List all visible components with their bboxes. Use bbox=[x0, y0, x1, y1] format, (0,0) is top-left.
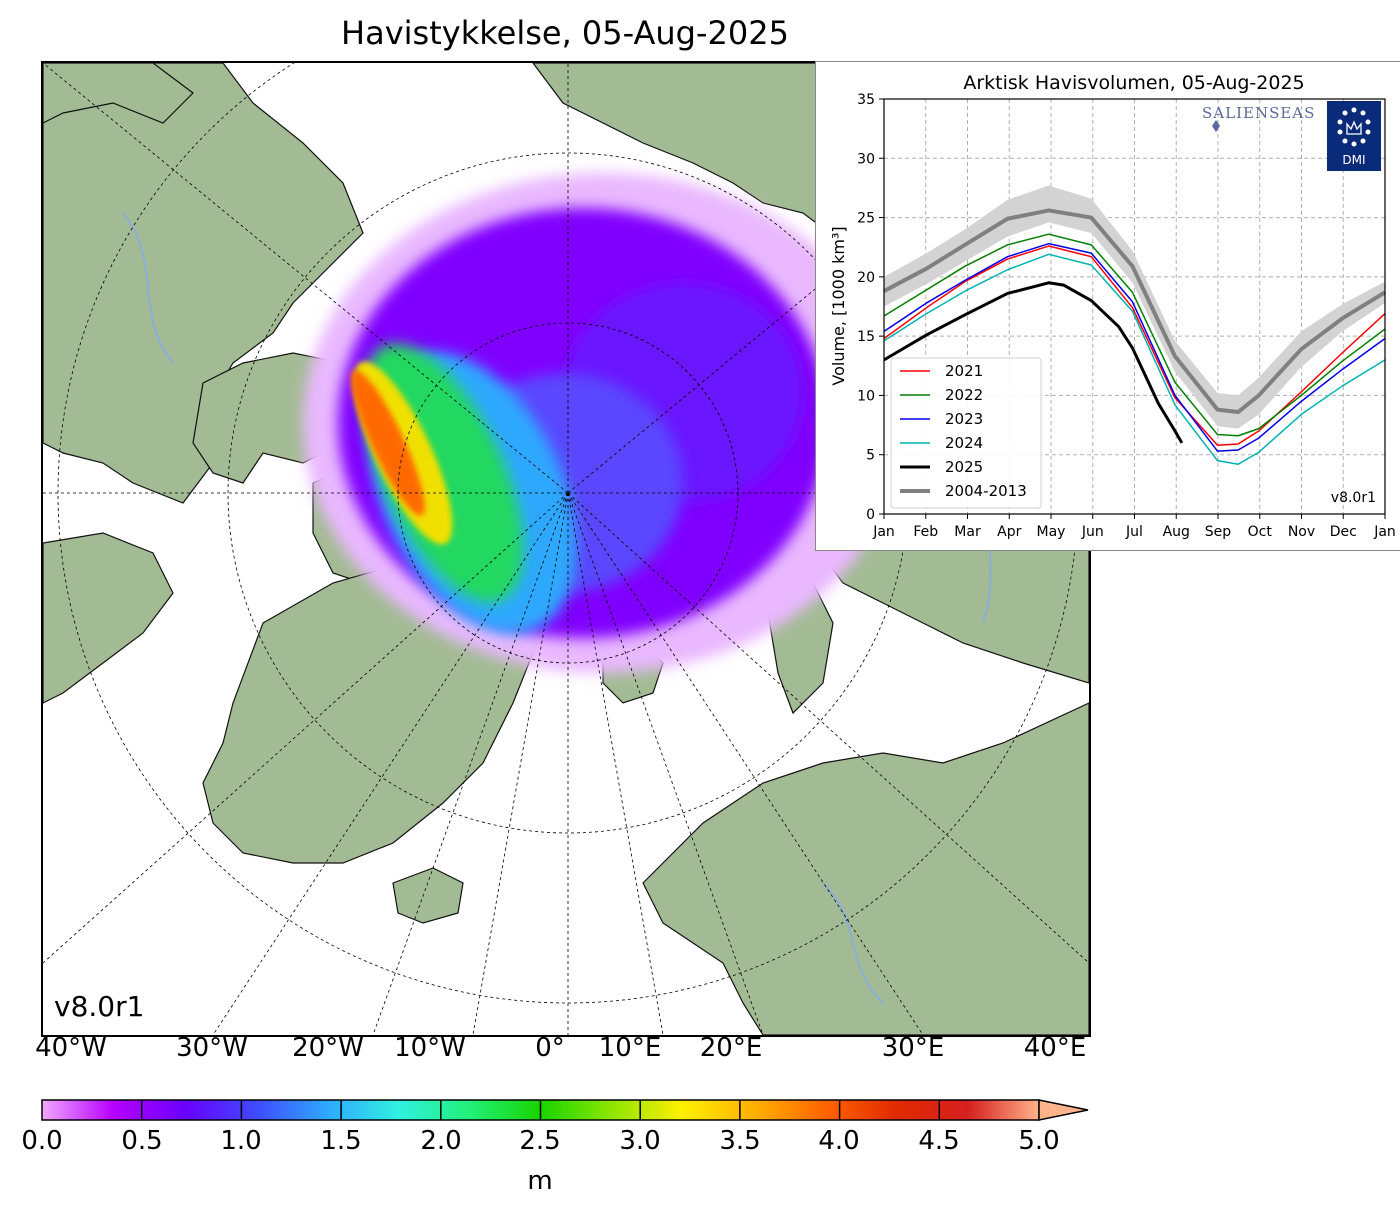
y-tick-label: 30 bbox=[857, 151, 875, 167]
legend-label-2021: 2021 bbox=[945, 362, 983, 380]
colorbar-tick-7: 3.5 bbox=[719, 1126, 761, 1156]
colorbar-unit: m bbox=[527, 1166, 553, 1196]
chart-title: Arktisk Havisvolumen, 05-Aug-2025 bbox=[963, 72, 1304, 94]
legend-label-2022: 2022 bbox=[945, 386, 983, 404]
legend-label-2004-2013: 2004-2013 bbox=[945, 482, 1027, 500]
y-tick-group: 0 5 10 15 20 25 30 35 bbox=[857, 92, 884, 523]
x-tick-label: May bbox=[1037, 524, 1066, 540]
x-tick-label: Nov bbox=[1288, 524, 1315, 540]
x-tick-group: Jan Feb Mar Apr May Jun Jul Aug Sep Oct Nov Dec Jan bbox=[872, 514, 1396, 540]
chart-legend: 2021 2022 2023 2024 2025 2004-2013 bbox=[890, 357, 1042, 509]
meridian-135w bbox=[43, 63, 569, 494]
y-tick-label: 10 bbox=[857, 388, 875, 404]
x-tick-label: Sep bbox=[1205, 524, 1232, 540]
x-tick-label: Jun bbox=[1081, 524, 1104, 540]
series-line-2022 bbox=[883, 233, 1386, 437]
series-line-2024 bbox=[883, 253, 1386, 465]
meridian-20w bbox=[372, 492, 569, 1035]
volume-chart: Arktisk Havisvolumen, 05-Aug-2025 0 5 10 15… bbox=[829, 72, 1396, 540]
ice-orange-band bbox=[351, 370, 425, 516]
y-tick-label: 20 bbox=[857, 270, 875, 286]
x-tick-label: Jan bbox=[1373, 524, 1396, 540]
meridian-10w bbox=[472, 492, 569, 1035]
meridian-10e bbox=[567, 492, 664, 1035]
colorbar-tick-4: 2.0 bbox=[420, 1126, 462, 1156]
y-tick-label: 0 bbox=[866, 507, 875, 523]
x-tick-label: Jan bbox=[872, 524, 895, 540]
dmi-logo-crown bbox=[1346, 120, 1362, 135]
colorbar-tick-1: 0.5 bbox=[121, 1126, 163, 1156]
x-tick-label: Dec bbox=[1330, 524, 1357, 540]
legend-label-2024: 2024 bbox=[945, 434, 983, 452]
colorbar-tick-9: 4.5 bbox=[918, 1126, 960, 1156]
x-tick-label: Aug bbox=[1163, 524, 1190, 540]
land-scandinavia bbox=[642, 702, 1089, 1035]
y-tick-label: 15 bbox=[857, 329, 875, 345]
colorbar-tick-8: 4.0 bbox=[818, 1126, 860, 1156]
lon-label-30e: 30°E bbox=[881, 1033, 945, 1063]
x-tick-label: Feb bbox=[913, 524, 938, 540]
dmi-logo-stars bbox=[1337, 107, 1371, 147]
river-4 bbox=[122, 212, 174, 364]
y-axis-label: Volume, [1000 km³] bbox=[829, 226, 848, 385]
lon-label-40e: 40°E bbox=[1023, 1033, 1087, 1063]
y-tick-label: 35 bbox=[857, 92, 875, 108]
land-north-america bbox=[43, 63, 364, 504]
x-tick-label: Jul bbox=[1125, 524, 1143, 540]
series-line-2023 bbox=[883, 242, 1386, 452]
map-title: Havistykkelse, 05-Aug-2025 bbox=[341, 14, 789, 52]
river-3 bbox=[822, 882, 884, 1004]
dmi-logo: DMI bbox=[1327, 101, 1381, 171]
lon-label-0: 0° bbox=[535, 1033, 565, 1063]
y-tick-label: 25 bbox=[857, 211, 875, 227]
legend-label-2025: 2025 bbox=[945, 458, 983, 476]
lon-label-40w: 40°W bbox=[35, 1033, 107, 1063]
colorbar-tick-3: 1.5 bbox=[320, 1126, 362, 1156]
x-tick-label: Mar bbox=[954, 524, 981, 540]
y-tick-label: 5 bbox=[866, 448, 875, 464]
lon-label-20e: 20°E bbox=[699, 1033, 763, 1063]
land-alaska-corner bbox=[43, 63, 194, 124]
series-line-2025 bbox=[883, 281, 1184, 444]
x-tick-label: Oct bbox=[1248, 524, 1273, 540]
colorbar-tick-10: 5.0 bbox=[1018, 1126, 1060, 1156]
salienseas-logo: SALIENSEAS bbox=[1202, 104, 1315, 132]
legend-label-2023: 2023 bbox=[945, 410, 983, 428]
colorbar bbox=[41, 1099, 1089, 1121]
lon-label-10e: 10°E bbox=[598, 1033, 662, 1063]
colorbar-extend-arrow bbox=[1038, 1099, 1089, 1121]
chart-series bbox=[883, 208, 1387, 465]
volume-chart-panel: Arktisk Havisvolumen, 05-Aug-2025 0 5 10 15… bbox=[815, 61, 1400, 551]
map-version-label: v8.0r1 bbox=[54, 990, 145, 1023]
legend-items: 2021 2022 2023 2024 2025 2004-2013 bbox=[900, 362, 1027, 500]
colorbar-tick-0: 0.0 bbox=[21, 1126, 63, 1156]
colorbar-tick-5: 2.5 bbox=[519, 1126, 561, 1156]
meridian-40e bbox=[567, 492, 1089, 964]
sea-ice-thickness bbox=[303, 173, 903, 673]
colorbar-tick-2: 1.0 bbox=[220, 1126, 262, 1156]
x-tick-label: Apr bbox=[997, 524, 1021, 540]
lon-label-20w: 20°W bbox=[292, 1033, 364, 1063]
dmi-logo-box bbox=[1327, 101, 1381, 171]
land-iceland bbox=[392, 867, 464, 924]
colorbar-tick-marks bbox=[140, 1100, 941, 1120]
meridian-20e bbox=[567, 492, 764, 1035]
dmi-logo-text: DMI bbox=[1342, 153, 1365, 167]
salienseas-logo-text: SALIENSEAS bbox=[1202, 104, 1315, 122]
chart-version-label: v8.0r1 bbox=[1331, 490, 1376, 506]
salienseas-logo-mark bbox=[1212, 120, 1220, 132]
lon-label-30w: 30°W bbox=[176, 1033, 248, 1063]
lon-label-10w: 10°W bbox=[394, 1033, 466, 1063]
series-line-2021 bbox=[883, 245, 1386, 446]
land-baffin bbox=[43, 532, 174, 704]
series-line-2004-2013 bbox=[883, 208, 1387, 415]
colorbar-tick-6: 3.0 bbox=[619, 1126, 661, 1156]
